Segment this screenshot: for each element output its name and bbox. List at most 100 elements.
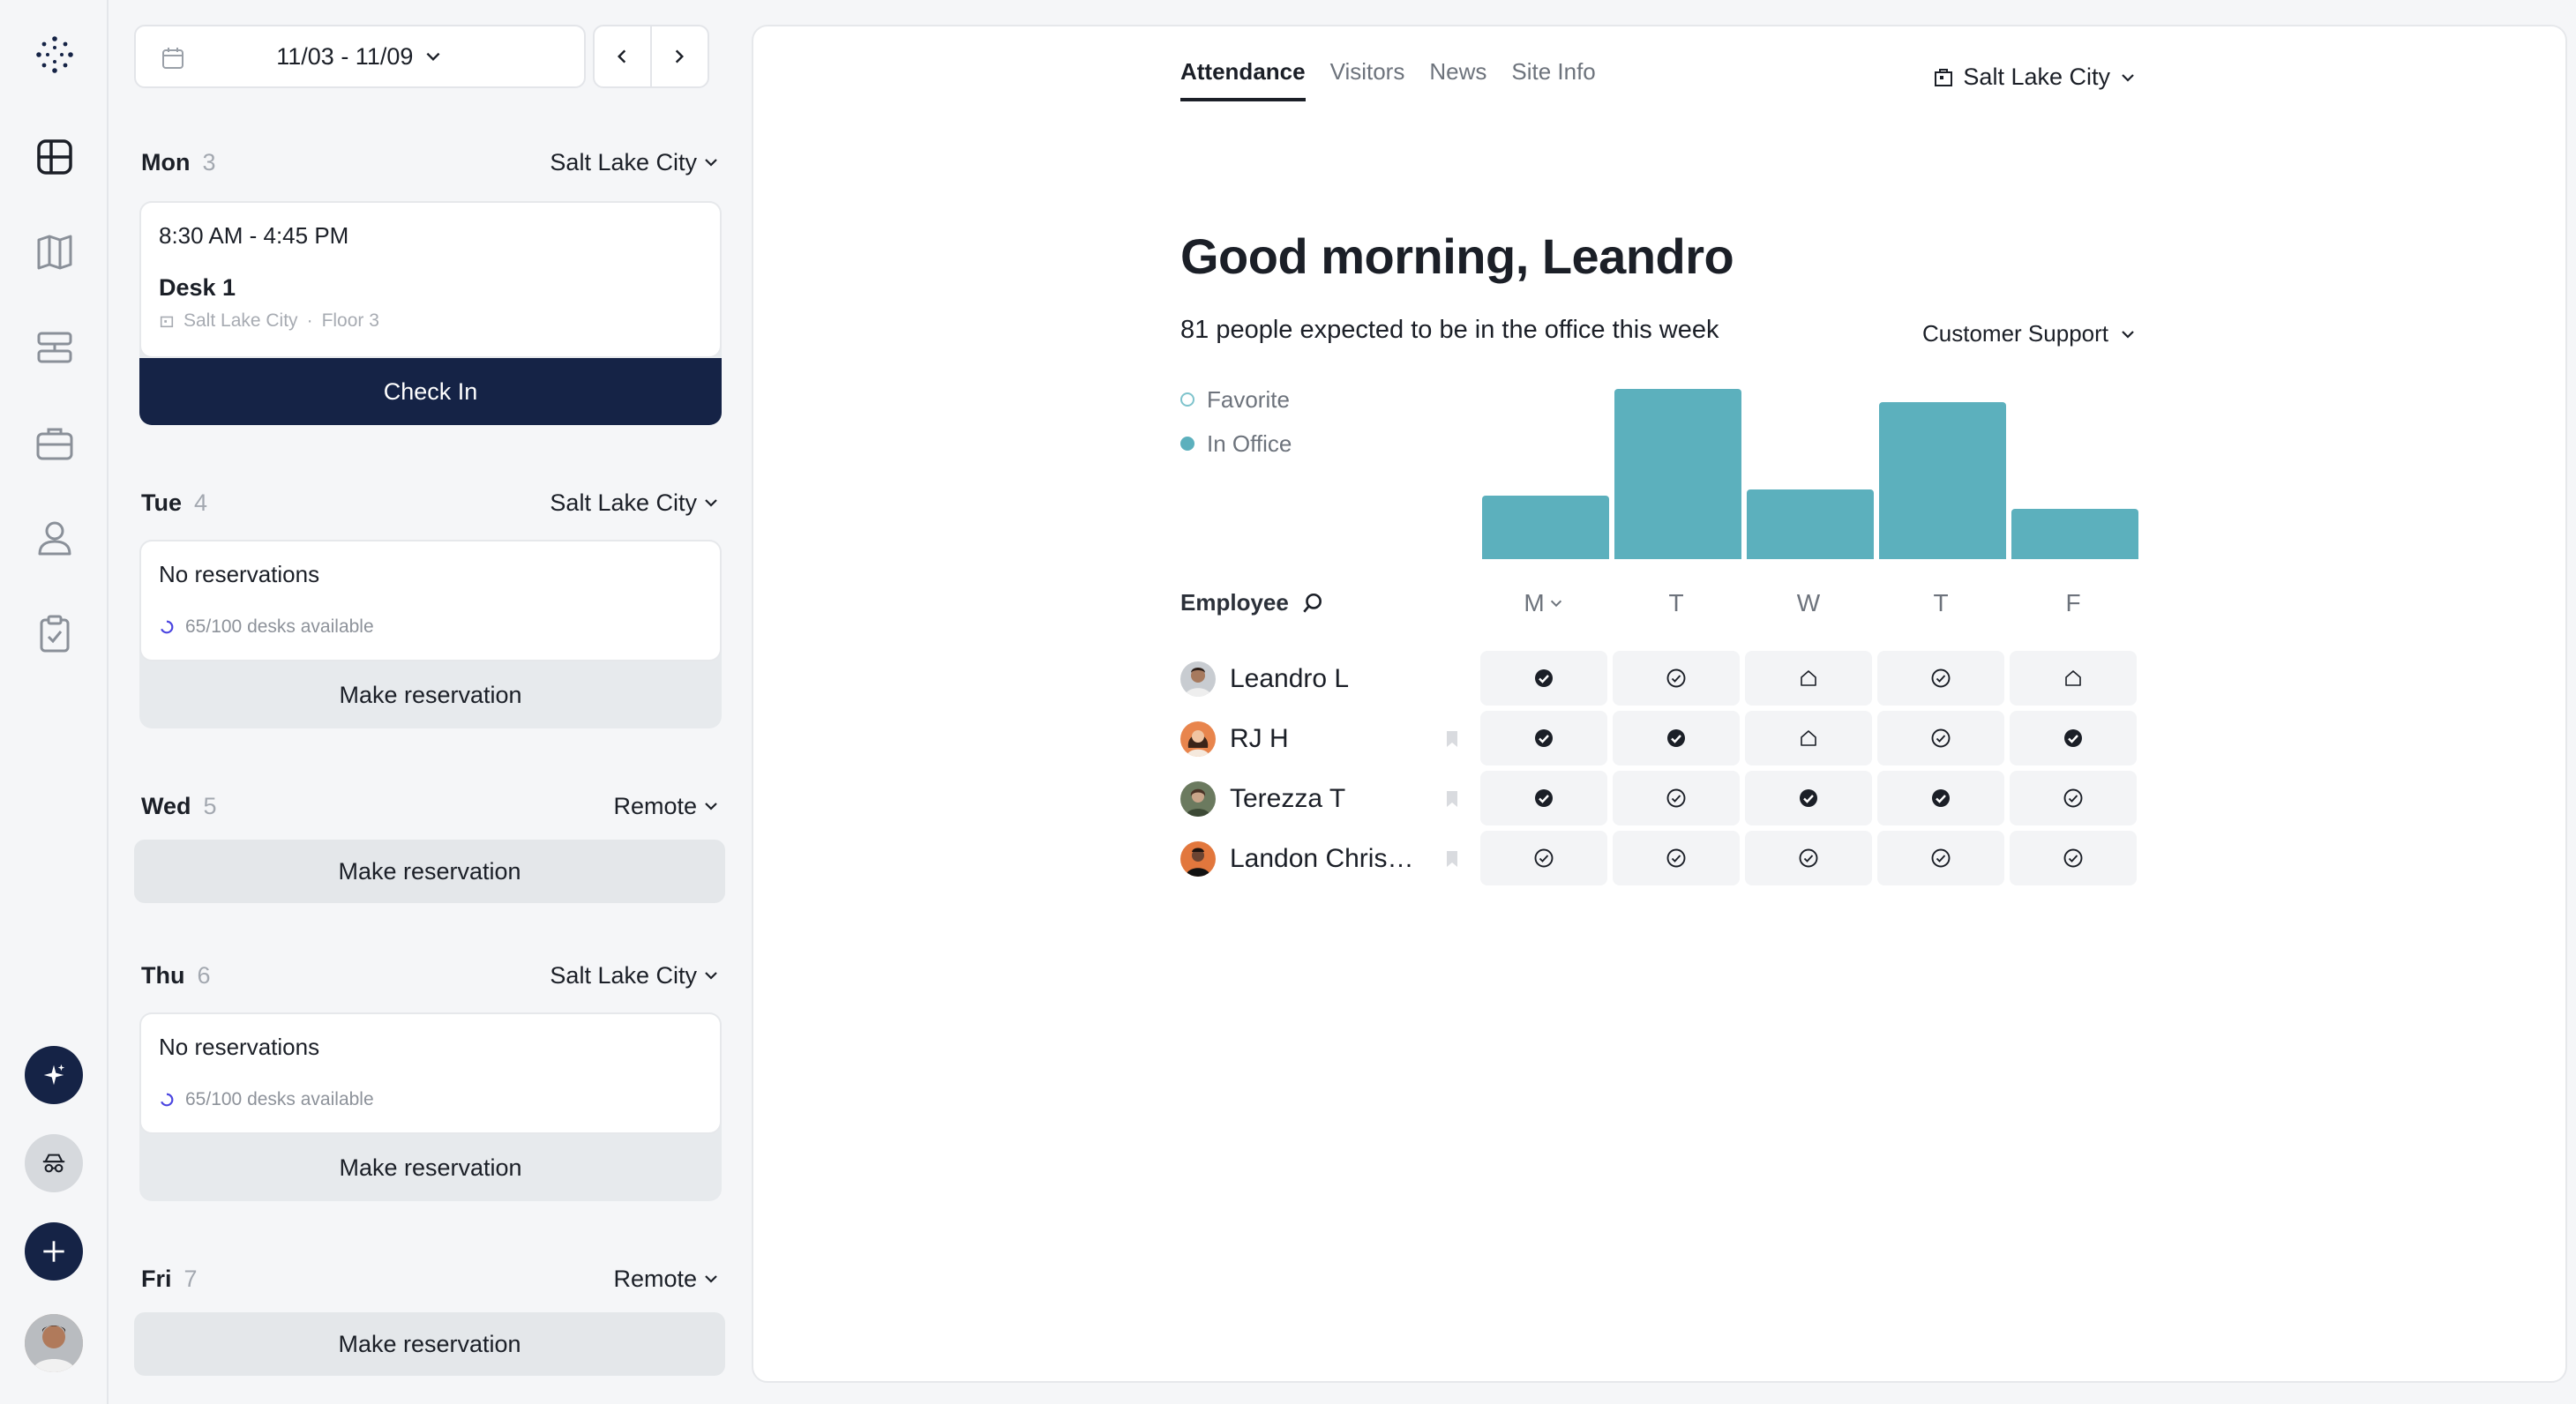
attendance-cell[interactable] [1480, 651, 1607, 706]
reservation-details[interactable]: 8:30 AM - 4:45 PM Desk 1 Salt Lake City ·… [139, 201, 722, 358]
attendance-cell[interactable] [1480, 831, 1607, 885]
day-header-fri: Fri 7 Remote [141, 1261, 720, 1296]
attendance-cell[interactable] [1877, 711, 2004, 765]
bookmark-icon[interactable] [1445, 790, 1459, 812]
day-location-select[interactable]: Remote [613, 793, 720, 820]
day-location-select[interactable]: Salt Lake City [550, 489, 720, 517]
chevron-down-icon [426, 52, 440, 62]
check-outline-icon [2063, 788, 2083, 808]
team-select[interactable]: Customer Support [1922, 320, 2137, 347]
make-reservation-button[interactable]: Make reservation [339, 681, 522, 708]
attendance-cell[interactable] [1480, 711, 1607, 765]
check-in-button[interactable]: Check In [139, 358, 722, 425]
desk-location: Salt Lake City · Floor 3 [159, 310, 702, 332]
availability-text: 65/100 desks available [185, 616, 374, 637]
home-icon [1801, 670, 1816, 686]
attendance-cell[interactable] [2010, 771, 2137, 825]
attendance-cell[interactable] [1480, 771, 1607, 825]
attendance-cell[interactable] [2010, 651, 2137, 706]
make-reservation-button[interactable]: Make reservation [134, 840, 725, 903]
chart-bar[interactable] [1747, 489, 1874, 559]
tab-site-info[interactable]: Site Info [1511, 58, 1596, 85]
bookmark-icon[interactable] [1445, 850, 1459, 872]
prev-week-button[interactable] [595, 26, 652, 86]
map-icon[interactable] [28, 226, 81, 279]
day-number: 5 [203, 792, 217, 819]
checklist-icon[interactable] [28, 607, 81, 660]
no-reservations-text: No reservations [159, 1034, 320, 1060]
attendance-cell[interactable] [2010, 711, 2137, 765]
tab-attendance[interactable]: Attendance [1180, 58, 1306, 101]
attendance-cell[interactable] [1877, 831, 2004, 885]
tab-news[interactable]: News [1429, 58, 1487, 85]
avatar[interactable] [1180, 841, 1216, 877]
dashboard-icon[interactable] [28, 131, 81, 183]
chart-bar[interactable] [1879, 402, 2006, 559]
nav-rail [0, 0, 109, 1404]
avatar[interactable] [1180, 781, 1216, 817]
attendance-cell[interactable] [1877, 651, 2004, 706]
day-header-thu: Thu 6 Salt Lake City [141, 958, 720, 993]
availability-info: No reservations 65/100 desks available [139, 540, 722, 661]
day-name: Fri [141, 1265, 172, 1292]
attendance-cell[interactable] [1745, 771, 1872, 825]
attendance-cell[interactable] [1877, 771, 2004, 825]
attendance-cell[interactable] [1745, 651, 1872, 706]
day-location-select[interactable]: Salt Lake City [550, 962, 720, 990]
date-range-button[interactable]: 11/03 - 11/09 [134, 25, 586, 88]
attendance-cell[interactable] [1745, 711, 1872, 765]
check-filled-icon [1932, 789, 1950, 807]
sparkle-button[interactable] [25, 1046, 83, 1104]
chevron-down-icon [2122, 330, 2134, 339]
check-filled-icon [1800, 789, 1817, 807]
desk-availability: 65/100 desks available [159, 1089, 702, 1110]
day-location: Salt Lake City [550, 148, 697, 176]
day-location-select[interactable]: Remote [613, 1266, 720, 1293]
add-button[interactable] [25, 1222, 83, 1281]
employee-name[interactable]: Landon Christ... [1230, 844, 1415, 873]
avatar[interactable] [1180, 661, 1216, 697]
avatar[interactable] [1180, 721, 1216, 757]
in-office-dot [1180, 437, 1194, 451]
employee-name[interactable]: Terezza T [1230, 784, 1346, 813]
person-icon[interactable] [28, 512, 81, 564]
availability-text: 65/100 desks available [185, 1089, 374, 1109]
progress-ring-icon [161, 1093, 174, 1107]
day-column-header: T [1933, 589, 1949, 616]
attendance-cell[interactable] [2010, 831, 2137, 885]
incognito-button[interactable] [25, 1134, 83, 1192]
tab-visitors[interactable]: Visitors [1329, 58, 1405, 85]
make-reservation-button[interactable]: Make reservation [134, 1312, 725, 1376]
attendance-cell[interactable] [1613, 831, 1740, 885]
bookmark-icon[interactable] [1445, 730, 1459, 752]
employee-name[interactable]: RJ H [1230, 724, 1289, 753]
logo-icon[interactable] [28, 28, 81, 81]
attendance-cell[interactable] [1613, 651, 1740, 706]
desks-icon[interactable] [28, 321, 81, 374]
attendance-cell[interactable] [1613, 711, 1740, 765]
day-location: Remote [613, 1265, 697, 1292]
calendar-icon [162, 48, 183, 69]
next-week-button[interactable] [652, 26, 708, 86]
progress-ring-icon [161, 620, 174, 634]
avatar[interactable] [25, 1314, 83, 1372]
day-column-header[interactable]: M [1480, 589, 1607, 617]
briefcase-icon[interactable] [28, 416, 81, 469]
building-icon [160, 316, 174, 328]
employee-name[interactable]: Leandro L [1230, 664, 1350, 693]
day-location: Salt Lake City [550, 961, 697, 989]
site-select[interactable]: Salt Lake City [1933, 63, 2137, 91]
day-location-select[interactable]: Salt Lake City [550, 149, 720, 176]
chevron-right-icon [676, 49, 685, 63]
chart-bar[interactable] [2011, 509, 2138, 559]
chart-bar[interactable] [1482, 496, 1609, 559]
attendance-cell[interactable] [1613, 771, 1740, 825]
check-filled-icon [2064, 729, 2082, 747]
reservation-card: No reservations 65/100 desks available M… [139, 540, 722, 728]
employee-column-header[interactable]: Employee [1180, 589, 1324, 616]
make-reservation-button[interactable]: Make reservation [339, 1154, 522, 1181]
day-location: Remote [613, 792, 697, 819]
reservation-time: 8:30 AM - 4:45 PM [159, 222, 349, 249]
chart-bar[interactable] [1614, 389, 1741, 559]
attendance-cell[interactable] [1745, 831, 1872, 885]
